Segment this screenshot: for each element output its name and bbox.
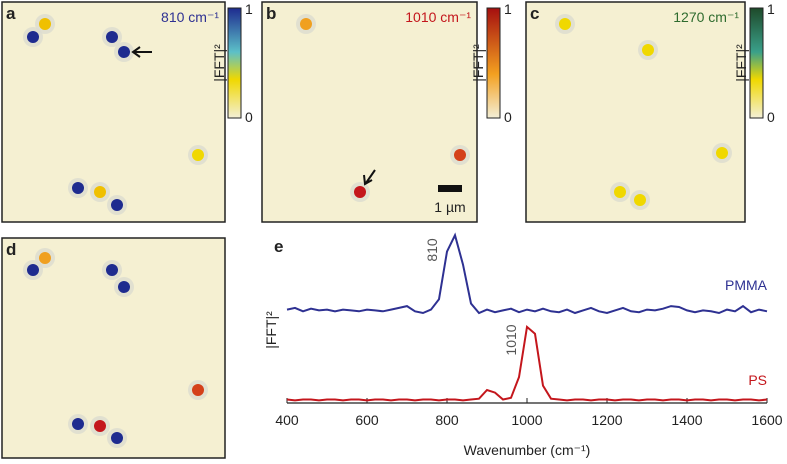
x-tick-label: 1400	[671, 412, 702, 428]
colorbar-bottom: 0	[767, 109, 775, 125]
colorbar-bottom: 0	[504, 109, 512, 125]
colorbar-top: 1	[767, 1, 775, 17]
scale-bar	[438, 185, 462, 192]
particle	[27, 264, 39, 276]
peak-label: 1010	[503, 324, 519, 355]
particle	[94, 186, 106, 198]
particle	[111, 432, 123, 444]
arrow	[363, 169, 376, 186]
particle	[454, 149, 466, 161]
x-tick-label: 1000	[511, 412, 542, 428]
wavenumber-label: 810 cm⁻¹	[161, 9, 219, 25]
particle	[614, 186, 626, 198]
arrow	[131, 46, 152, 58]
particle	[642, 44, 654, 56]
particle	[354, 186, 366, 198]
particle	[559, 18, 571, 30]
particle	[716, 147, 728, 159]
x-tick-label: 1600	[751, 412, 782, 428]
x-axis-label: Wavenumber (cm⁻¹)	[464, 442, 591, 458]
particle	[192, 149, 204, 161]
particle	[118, 46, 130, 58]
colorbar-label: |FFT|²	[470, 44, 486, 82]
particle	[27, 31, 39, 43]
panel-label: a	[6, 4, 16, 23]
x-tick-label: 800	[435, 412, 459, 428]
wavenumber-label: 1010 cm⁻¹	[405, 9, 471, 25]
colorbar-top: 1	[245, 1, 253, 17]
colorbar-label: |FFT|²	[211, 44, 227, 82]
colorbar	[486, 7, 501, 119]
particle	[72, 418, 84, 430]
particle	[300, 18, 312, 30]
panel-label: e	[274, 237, 283, 256]
particle	[118, 281, 130, 293]
particle	[94, 420, 106, 432]
particle	[106, 31, 118, 43]
particle	[39, 18, 51, 30]
particle	[39, 252, 51, 264]
x-tick-label: 600	[355, 412, 379, 428]
spectrum-line	[286, 232, 768, 315]
colorbar-top: 1	[504, 1, 512, 17]
colorbar	[749, 7, 764, 119]
particle	[72, 182, 84, 194]
y-axis-label: |FFT|²	[263, 311, 279, 349]
series-label: PS	[748, 372, 767, 388]
x-tick-label: 400	[275, 412, 299, 428]
particle	[634, 194, 646, 206]
panel-label: c	[530, 4, 539, 23]
panel-label: d	[6, 240, 16, 259]
wavenumber-label: 1270 cm⁻¹	[673, 9, 739, 25]
colorbar	[227, 7, 242, 119]
series-label: PMMA	[725, 277, 768, 293]
spectrum-line	[286, 324, 768, 402]
peak-label: 810	[424, 238, 440, 262]
colorbar-bottom: 0	[245, 109, 253, 125]
x-tick-label: 1200	[591, 412, 622, 428]
panel-label: b	[266, 4, 276, 23]
particle	[106, 264, 118, 276]
scale-bar-label: 1 µm	[434, 199, 465, 215]
particle	[111, 199, 123, 211]
image-panel	[525, 1, 746, 223]
particle	[192, 384, 204, 396]
colorbar-label: |FFT|²	[733, 44, 749, 82]
